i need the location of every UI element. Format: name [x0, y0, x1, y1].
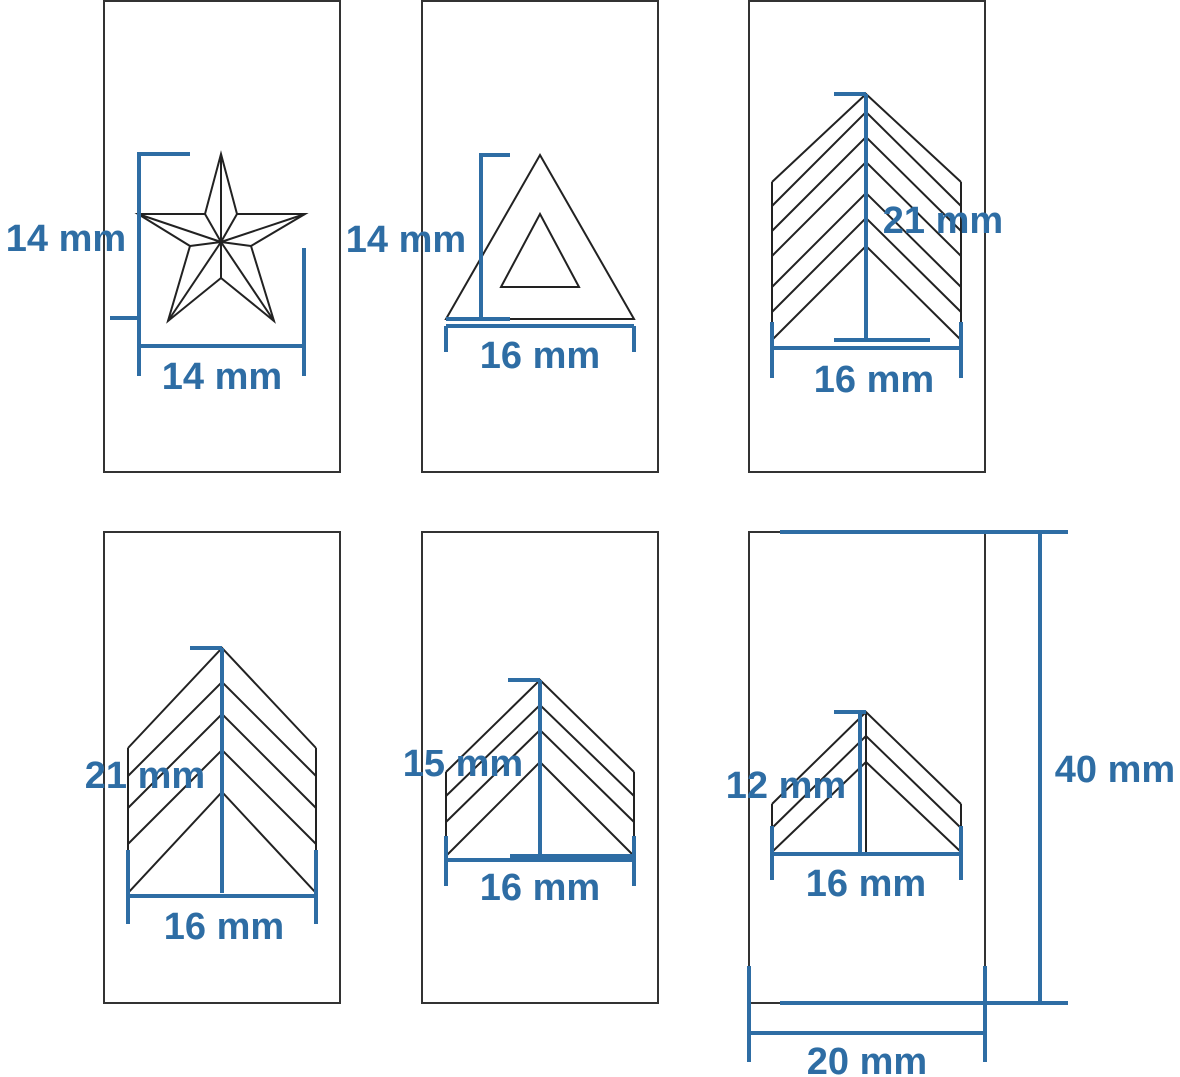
height-dimension: [446, 153, 510, 321]
width-dimension: [770, 322, 963, 378]
panel-triangle: 14 mm 16 mm: [346, 0, 659, 473]
width-dimension: [137, 248, 306, 376]
width-label: 16 mm: [164, 906, 284, 948]
height-dimension: [110, 152, 190, 346]
width-label: 16 mm: [814, 359, 934, 401]
width-label: 16 mm: [480, 335, 600, 377]
height-label: 12 mm: [726, 765, 846, 807]
height-dimension: [834, 710, 866, 852]
strap-width-dimension: [747, 966, 987, 1062]
panel-chevrons-4: 15 mm 16 mm: [403, 531, 659, 1004]
width-label: 14 mm: [162, 356, 282, 398]
strap-height-label: 40 mm: [1055, 749, 1175, 791]
panel-chevrons-3: 12 mm 16 mm 40 mm 20 mm: [726, 530, 1175, 1077]
width-dimension: [770, 826, 963, 880]
height-dimension: [834, 92, 930, 342]
strap-height-dimension: [780, 530, 1068, 1005]
height-label: 14 mm: [6, 218, 126, 260]
width-dimension: [444, 836, 636, 886]
height-label: 21 mm: [85, 755, 205, 797]
width-label: 16 mm: [806, 863, 926, 905]
panel-chevrons-6: 21 mm 16 mm: [748, 0, 1003, 473]
width-dimension: [126, 850, 318, 924]
width-label: 16 mm: [480, 867, 600, 909]
panel-star: 14 mm 14 mm: [6, 0, 341, 473]
triangle-icon: [444, 152, 636, 320]
height-label: 15 mm: [403, 743, 523, 785]
height-label: 21 mm: [883, 200, 1003, 242]
strap-outline: [421, 0, 659, 473]
height-dimension: [190, 646, 224, 893]
star-icon: [134, 150, 309, 324]
strap-width-label: 20 mm: [807, 1041, 927, 1077]
width-dimension: [444, 324, 636, 352]
height-label: 14 mm: [346, 219, 466, 261]
panel-chevrons-5: 21 mm 16 mm: [85, 531, 341, 1004]
height-dimension: [508, 678, 634, 858]
